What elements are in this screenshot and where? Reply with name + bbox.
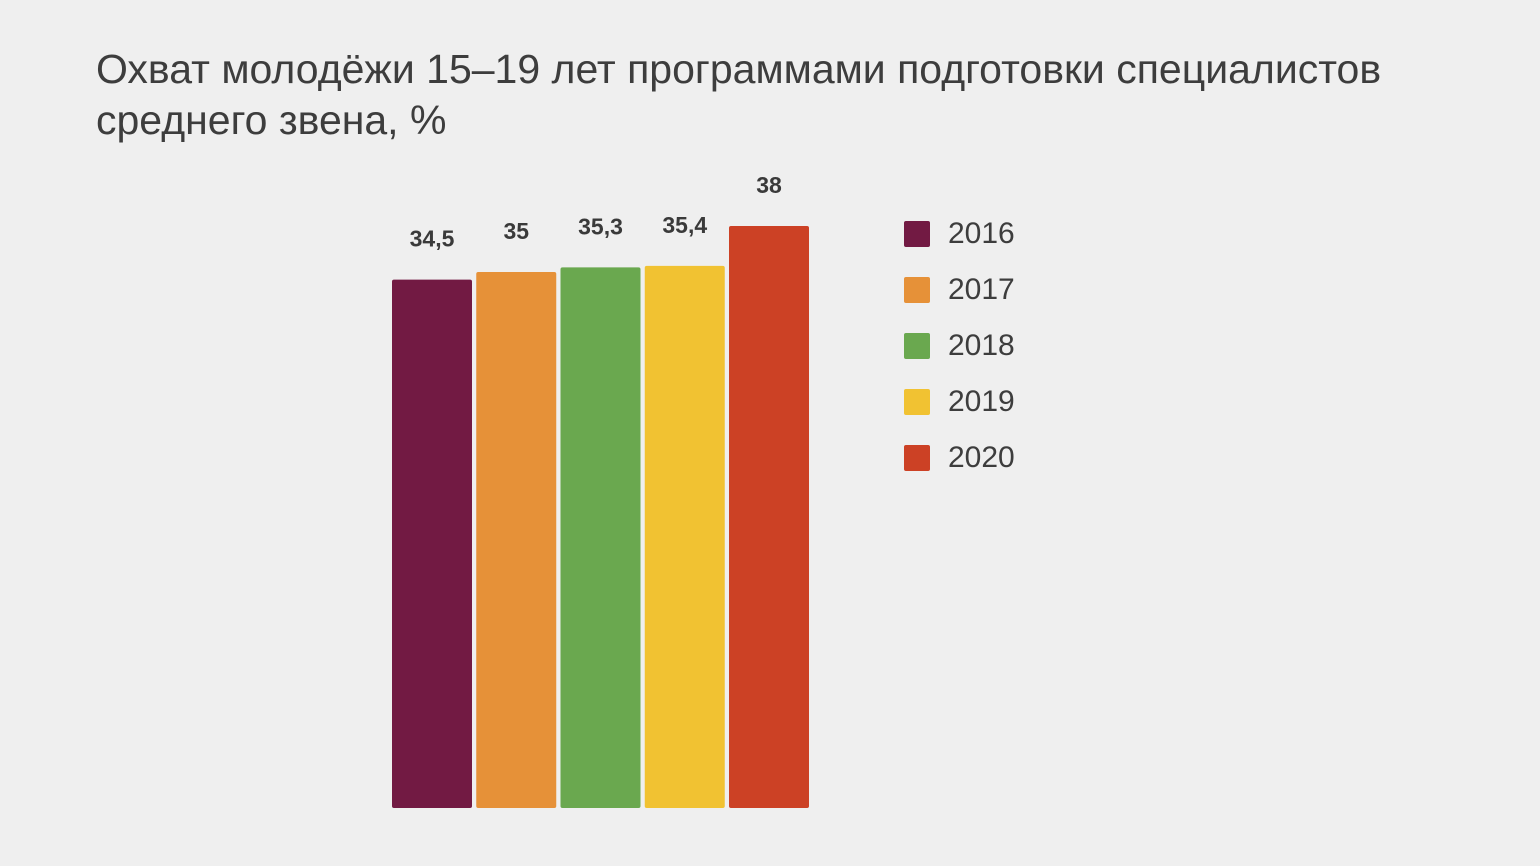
legend-swatch [904,389,930,415]
data-label-2016: 34,5 [410,226,455,252]
data-label-2019: 35,4 [662,212,707,238]
bar-2019 [644,265,725,808]
chart-title: Охват молодёжи 15–19 лет программами под… [96,46,1382,143]
legend-label: 2016 [948,217,1015,250]
bar-2020 [729,226,809,808]
legend-swatch [904,333,930,359]
chart-legend: 2016 2017 2018 2019 2020 [904,206,1015,486]
bar-2018 [560,267,641,808]
legend-swatch [904,445,930,471]
bar-2017 [476,271,557,808]
legend-label: 2017 [948,273,1015,306]
legend-item-2017: 2017 [904,262,1015,318]
legend-label: 2018 [948,329,1015,362]
legend-item-2019: 2019 [904,374,1015,430]
data-label-2020: 38 [756,172,782,198]
legend-item-2020: 2020 [904,430,1015,486]
legend-swatch [904,277,930,303]
legend-swatch [904,221,930,247]
legend-label: 2020 [948,441,1015,474]
legend-item-2018: 2018 [904,318,1015,374]
legend-label: 2019 [948,385,1015,418]
bar-2016 [392,279,472,809]
data-label-2017: 35 [503,218,529,244]
data-label-2018: 35,3 [578,213,623,239]
legend-item-2016: 2016 [904,206,1015,262]
